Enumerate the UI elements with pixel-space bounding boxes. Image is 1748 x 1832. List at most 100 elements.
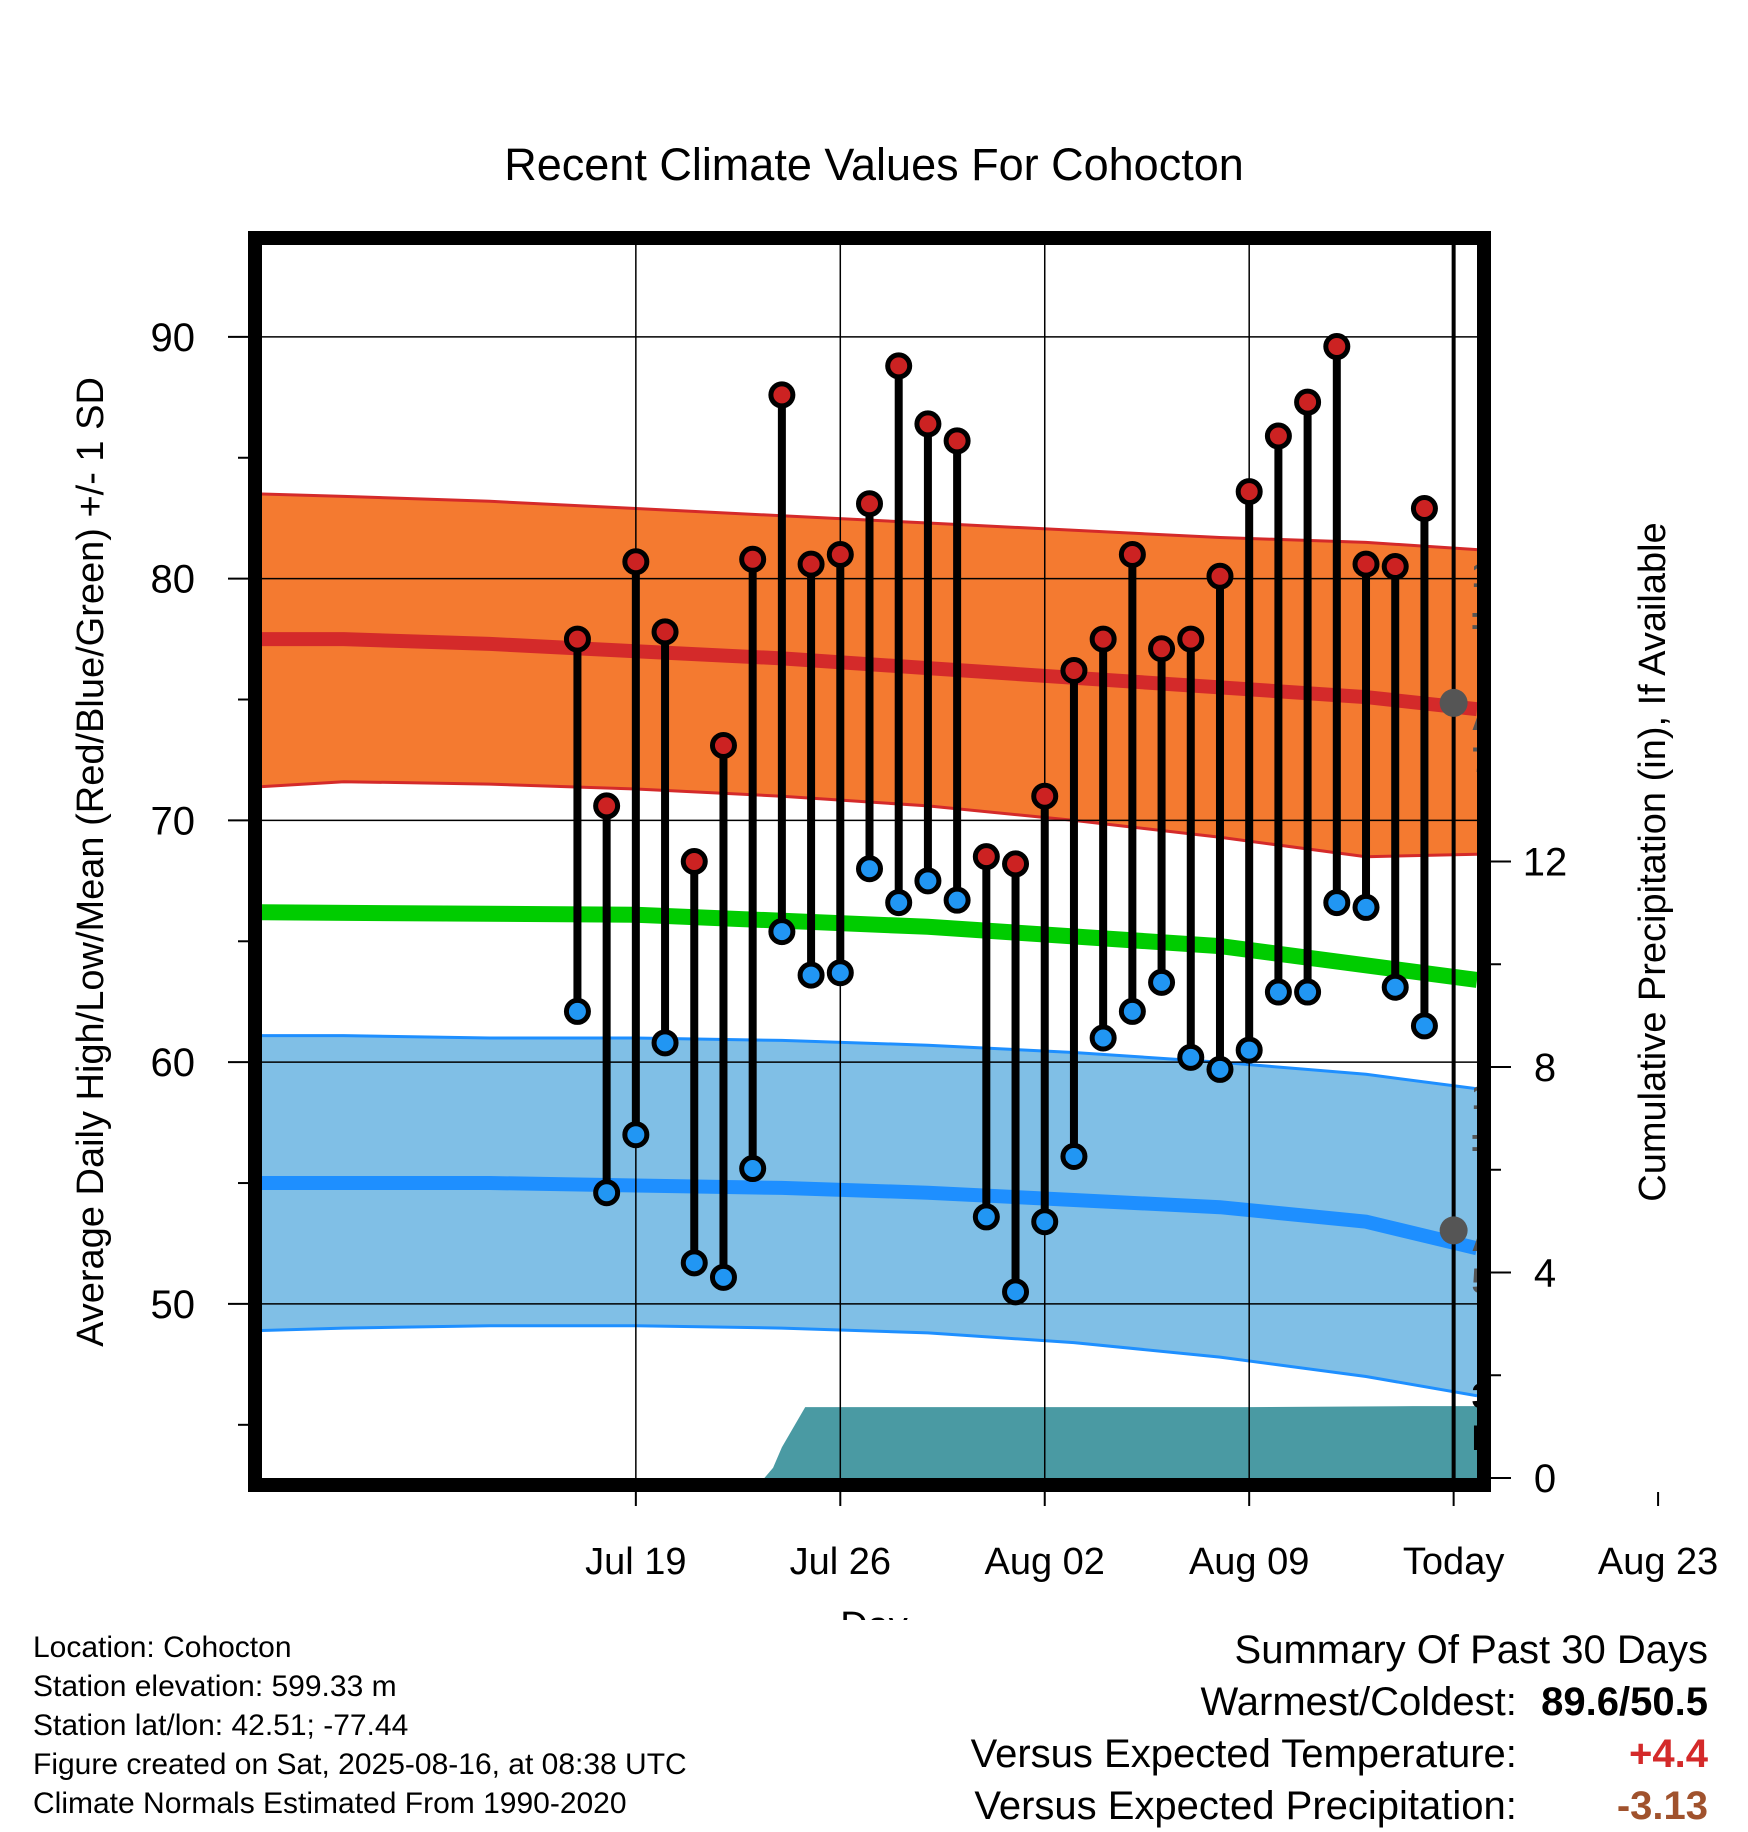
y2-tick-label: 8 [1534, 1046, 1556, 1090]
precip-anomaly-value: -3.13 [1616, 1784, 1708, 1828]
daily-low-point [943, 886, 971, 914]
y-tick-label: 50 [151, 1283, 196, 1327]
daily-low-point [826, 959, 854, 987]
precip-anomaly-row: Versus Expected Precipitation: -3.13 [971, 1780, 1708, 1832]
daily-high-point [885, 352, 913, 380]
x-tick-label: Aug 23 [1598, 1541, 1718, 1583]
summary-heading: Summary Of Past 30 Days [1234, 1628, 1708, 1672]
daily-low-point [651, 1029, 679, 1057]
daily-high-point [768, 381, 796, 409]
daily-high-point [1148, 635, 1176, 663]
y-axis-label: Average Daily High/Low/Mean (Red/Blue/Gr… [70, 377, 112, 1347]
daily-low-point [1089, 1024, 1117, 1052]
summary-panel: Summary Of Past 30 Days Warmest/Coldest:… [971, 1624, 1708, 1832]
x-axis-label: Day [840, 1605, 908, 1620]
station-info: Location: Cohocton Station elevation: 59… [33, 1628, 687, 1823]
precip-anomaly-label: Versus Expected Precipitation: [974, 1784, 1517, 1828]
daily-high-point [1118, 540, 1146, 568]
high-avg-annotation: 75.8°F [1472, 741, 1576, 780]
high-sd-annotation: 1 SD: [1472, 556, 1561, 595]
daily-low-point [563, 997, 591, 1025]
daily-low-point [1264, 978, 1292, 1006]
daily-high-point [1264, 422, 1292, 450]
daily-low-point [593, 1179, 621, 1207]
high-normal-mean-line [262, 632, 1477, 717]
y2-tick-label: 4 [1534, 1252, 1556, 1296]
window-annotation: 30 [1472, 1377, 1511, 1416]
today-high-avg-marker [1439, 688, 1468, 717]
today-low-avg-marker [1439, 1216, 1468, 1245]
y-tick-label: 70 [151, 799, 196, 843]
daily-high-point [1002, 850, 1030, 878]
daily-high-point [593, 792, 621, 820]
temp-anomaly-row: Versus Expected Temperature: +4.4 [971, 1728, 1708, 1780]
daily-low-point [914, 867, 942, 895]
daily-high-point [1352, 550, 1380, 578]
high-normal-upper-edge [262, 492, 1477, 552]
daily-low-point [1177, 1043, 1205, 1071]
x-tick-label: Jul 26 [790, 1541, 891, 1583]
daily-low-point [1206, 1055, 1234, 1083]
plot-frame [248, 231, 1491, 1492]
x-tick-label: Aug 02 [985, 1541, 1105, 1583]
daily-low-point [739, 1155, 767, 1183]
y2-tick-label: 0 [1534, 1457, 1556, 1501]
temp-anomaly-label: Versus Expected Temperature: [970, 1732, 1517, 1776]
precip-area [262, 1406, 1477, 1478]
y-tick-label: 90 [151, 316, 196, 360]
daily-low-point [1381, 973, 1409, 1001]
warmest-coldest-value: 89.6/50.5 [1541, 1680, 1708, 1724]
x-tick-label: Today [1403, 1541, 1504, 1583]
daily-low-point [1002, 1278, 1030, 1306]
daily-low-point [1118, 997, 1146, 1025]
low-normal-mean-line [262, 1176, 1477, 1256]
low-sd-annotation: 1 SD: [1472, 1078, 1561, 1117]
daily-high-point [1206, 562, 1234, 590]
warmest-coldest-row: Warmest/Coldest: 89.6/50.5 [971, 1676, 1709, 1728]
daily-high-point [1089, 625, 1117, 653]
daily-high-point [1060, 657, 1088, 685]
low-avg-annotation: 53.7°F [1472, 1262, 1576, 1301]
elevation-text: Station elevation: 599.33 m [33, 1670, 397, 1703]
daily-high-point [739, 545, 767, 573]
warmest-coldest-label: Warmest/Coldest: [1200, 1680, 1517, 1724]
daily-high-point [1323, 333, 1351, 361]
daily-low-point [1294, 978, 1322, 1006]
daily-low-point [1235, 1036, 1263, 1064]
daily-high-point [914, 410, 942, 438]
normals-text: Climate Normals Estimated From 1990-2020 [33, 1787, 627, 1820]
daily-high-point [1177, 625, 1205, 653]
low-normal-lower-edge [262, 1324, 1477, 1398]
y-tick-label: 80 [151, 558, 196, 602]
x-tick-label: Aug 09 [1189, 1541, 1309, 1583]
high-normal-lower-edge [262, 780, 1477, 859]
daily-high-point [1031, 782, 1059, 810]
daily-high-point [826, 540, 854, 568]
daily-high-point [1235, 478, 1263, 506]
daily-high-point [680, 848, 708, 875]
daily-low-point [709, 1263, 737, 1291]
chart-title: Recent Climate Values For Cohocton [504, 139, 1244, 190]
daily-high-point [943, 427, 971, 455]
daily-high-point [856, 490, 883, 518]
latlon-text: Station lat/lon: 42.51; -77.44 [33, 1709, 409, 1742]
location-text: Location: Cohocton [33, 1631, 292, 1664]
daily-high-point [1410, 495, 1438, 523]
daily-high-point [1381, 553, 1409, 581]
high-sd-annotation: ±6°F [1472, 598, 1546, 637]
low-avg-annotation: Avg: [1472, 1220, 1548, 1259]
daily-high-point [622, 548, 650, 576]
low-normal-upper-edge [262, 1034, 1477, 1091]
daily-high-point [972, 843, 1000, 871]
daily-low-point [1323, 889, 1351, 917]
low-sd-annotation: ±6.1°F [1472, 1120, 1575, 1159]
high-avg-annotation: Avg: [1472, 699, 1548, 738]
daily-high-point [651, 618, 679, 646]
daily-low-point [1031, 1208, 1059, 1236]
y2-tick-label: 12 [1523, 841, 1568, 885]
daily-low-point [885, 889, 913, 917]
daily-low-point [768, 918, 796, 946]
window-annotation: Days [1472, 1419, 1556, 1458]
